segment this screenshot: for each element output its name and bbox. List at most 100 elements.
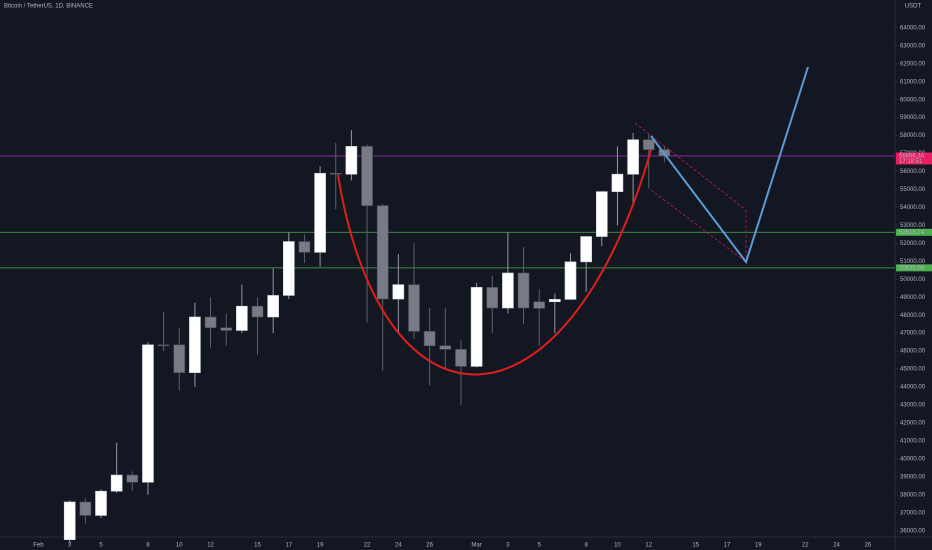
y-tick-label: 56000.00 [900,169,926,175]
candle-body [298,241,311,253]
x-tick-label: 22 [802,543,809,549]
x-tick-label: 15 [692,543,699,549]
y-tick-label: 58000.00 [900,133,926,139]
y-tick-label: 45000.00 [900,367,926,373]
y-tick-label: 60000.00 [900,97,926,103]
x-tick-label: 5 [538,543,542,549]
candle-body [611,173,624,192]
candle-body [564,261,577,300]
x-tick-label: Mar [471,543,481,549]
candle-body [486,287,499,309]
price-label: 52616.74 [899,230,925,236]
candle-body [580,236,592,263]
chart-title: Bitcoin / TetherUS, 1D, BINANCE [4,4,93,10]
candles [63,130,671,544]
price-label: 56866.34 [899,154,925,160]
price-label-box [896,152,932,165]
y-tick-label: 63000.00 [900,43,926,49]
candle-body [142,344,154,483]
y-tick-label: 53000.00 [900,223,926,229]
candle-body [110,474,123,492]
candle-body [642,139,655,150]
candle-body [79,501,92,516]
candle-body [126,474,139,483]
y-tick-label: 51000.00 [900,259,926,265]
y-tick-label: 52000.00 [900,241,926,247]
x-tick-label: 8 [584,543,588,549]
cup-curve [337,149,652,376]
x-tick-label: Feb [33,543,44,549]
candle-body [204,316,217,329]
candle-body [189,316,201,373]
y-tick-label: 47000.00 [900,331,926,337]
x-tick-label: 3 [506,543,510,549]
y-tick-label: 49000.00 [900,295,926,301]
candle-body [63,501,76,540]
y-tick-label: 46000.00 [900,349,926,355]
x-tick-label: 26 [865,543,872,549]
candle-body [392,284,405,300]
candle-body [502,272,514,309]
candle-body [329,173,342,175]
x-tick-label: 10 [614,543,621,549]
candle-body [439,345,452,350]
y-tick-label: 42000.00 [900,421,926,427]
x-tick-label: 17 [724,543,731,549]
y-tick-label: 50000.00 [900,277,926,283]
x-tick-label: 19 [755,543,762,549]
y-tick-label: 62000.00 [900,61,926,67]
axes: 36000.00 37000.00 38000.00 39000.00 40000.00… [33,25,932,549]
y-tick-label: 40000.00 [900,456,926,462]
candle-body [627,139,639,175]
x-tick-label: 26 [426,543,433,549]
y-tick-label: 55000.00 [900,187,926,193]
candle-body [455,349,467,367]
candle-body [517,272,530,309]
x-tick-label: 10 [176,543,183,549]
y-tick-label: 61000.00 [900,79,926,85]
candle-body [157,344,170,347]
x-tick-label: 8 [146,543,150,549]
x-tick-label: 24 [395,543,402,549]
y-tick-label: 48000.00 [900,313,926,319]
y-tick-label: 41000.00 [900,438,926,444]
candle-body [533,301,546,309]
y-tick-label: 36000.00 [900,528,926,534]
candle-body [549,299,561,303]
candle-body [251,305,264,318]
x-tick-label: 5 [99,543,103,549]
candle-body [282,241,295,296]
countdown-label: 17:18:51 [899,159,923,165]
y-tick-label: 64000.00 [900,25,926,31]
candle-body [595,191,608,237]
x-tick-label: 19 [317,543,324,549]
candle-body [267,295,279,318]
x-tick-label: 24 [833,543,840,549]
candle-body [470,287,483,367]
projection-line [650,66,809,265]
candle-body [423,331,436,347]
candle-body [314,173,326,253]
candle-body [95,490,107,516]
channel-line [634,122,747,211]
x-tick-label: 12 [645,543,652,549]
price-label-box [896,264,932,272]
y-tick-label: 59000.00 [900,115,926,121]
price-label: 50636.58 [899,265,925,271]
y-tick-label: 37000.00 [900,510,926,516]
x-tick-label: 15 [254,543,261,549]
candle-body [408,284,420,332]
candle-body [361,146,373,206]
price-label-box [896,228,932,236]
currency-label: USDT [905,4,922,10]
x-tick-label: 12 [207,543,214,549]
candle-body [345,146,358,175]
x-tick-label: 3 [68,543,72,549]
y-tick-label: 54000.00 [900,205,926,211]
candle-body [236,305,248,331]
x-tick-label: 17 [285,543,292,549]
candle-body [173,344,186,373]
